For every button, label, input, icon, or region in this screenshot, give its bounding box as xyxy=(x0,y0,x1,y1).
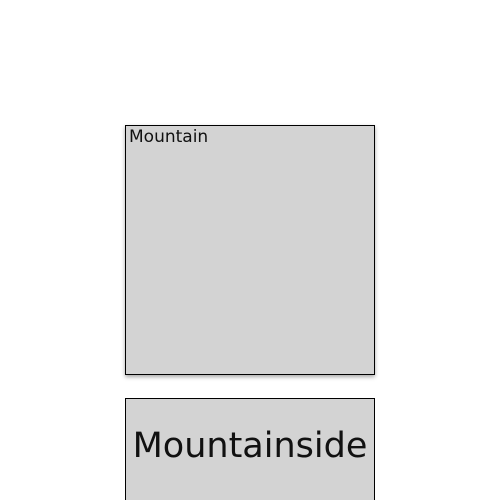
mountainside-card[interactable]: Mountainside xyxy=(125,398,375,500)
mountain-card-label: Mountain xyxy=(129,127,209,147)
mountain-card[interactable]: Mountain xyxy=(125,125,375,375)
mountainside-card-label: Mountainside xyxy=(132,426,368,466)
